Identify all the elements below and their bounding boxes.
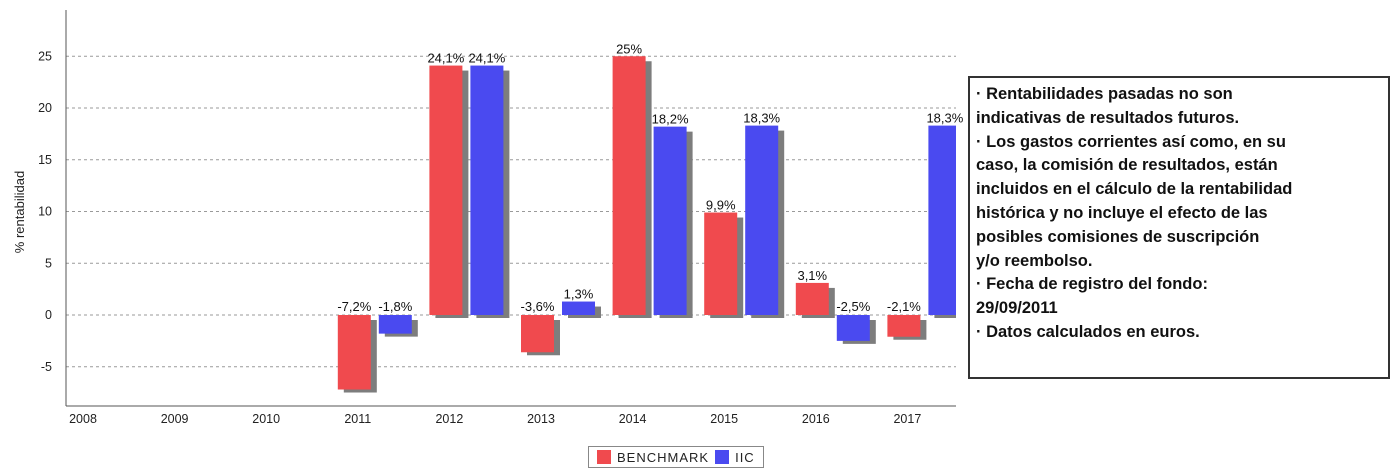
data-labels: -7,2% 24,1% -3,6% 25% 9,9% 3,1% -2,1% -1,8% 24,1… [337,41,963,314]
bar-benchmark-2015 [704,212,738,315]
data-label: 3,1% [797,268,827,283]
bar-iic-2013 [562,301,595,315]
data-label: 1,3% [564,287,594,302]
y-tick-label: 20 [38,101,52,115]
chart-legend: BENCHMARK IIC [588,446,764,468]
bar-benchmark-2011 [337,315,371,390]
data-label: -3,6% [521,299,555,314]
x-tick-label: 2012 [435,412,463,426]
axes: -5 0 5 10 15 20 25 2008 2009 2010 2011 2012 2013 2014… [38,10,956,426]
note-line: · Rentabilidades pasadas no son [976,85,1233,103]
data-label: -1,8% [378,299,412,314]
y-tick-label: -5 [41,360,52,374]
bar-benchmark-2016 [795,282,829,315]
note-line: · Los gastos corrientes así como, en su [976,132,1286,151]
note-line: · Fecha de registro del fondo: [976,275,1208,294]
bar-iic-2015 [745,125,779,315]
note-line: indicativas de resultados futuros. [976,108,1240,127]
note-line: histórica y no incluye el efecto de las [976,203,1268,222]
x-tick-label: 2009 [161,412,189,426]
legend-swatch [715,450,730,464]
data-label: 25% [616,41,642,56]
note-line: posibles comisiones de suscripción [976,227,1260,246]
bar-iic-2014 [653,126,687,315]
bar-iic-2011 [378,315,412,334]
bar-iic-2012 [470,65,504,315]
disclaimer-notes: · Rentabilidades pasadas no son indicati… [968,76,1390,379]
bars [337,56,956,393]
y-tick-label: 25 [38,49,52,63]
legend-swatch [597,450,611,464]
note-line: caso, la comisión de resultados, están [976,156,1278,175]
y-tick-label: 0 [45,308,52,322]
y-axis-label: % rentabilidad [12,171,27,253]
data-label: -2,5% [836,299,870,314]
data-label: 18,3% [743,111,780,126]
bar-benchmark-2013 [521,315,554,353]
note-line: · Datos calculados en euros. [976,322,1200,341]
data-label: 18,2% [652,112,689,127]
bar-benchmark-2012 [429,65,463,315]
x-tick-label: 2014 [619,412,647,426]
data-label: 24,1% [427,51,464,66]
grid-lines [66,55,956,368]
x-tick-label: 2017 [893,412,921,426]
bar-benchmark-2017 [887,315,921,337]
y-tick-label: 10 [38,205,52,219]
data-label: -2,1% [887,299,921,314]
x-tick-label: 2008 [69,412,97,426]
note-line: incluidos en el cálculo de la rentabilid… [976,180,1293,199]
y-tick-label: 15 [38,153,52,167]
note-line: y/o reembolso. [976,251,1093,270]
x-tick-label: 2016 [802,412,830,426]
bar-iic-2016 [836,315,870,341]
x-tick-label: 2011 [344,412,371,426]
legend-label: BENCHMARK [617,449,710,465]
x-tick-label: 2010 [252,412,280,426]
data-label: -7,2% [337,299,371,314]
legend-label: IIC [735,449,755,465]
data-label: 9,9% [706,198,736,213]
x-tick-label: 2015 [710,412,738,426]
x-tick-label: 2013 [527,412,555,426]
bar-benchmark-2014 [612,56,646,315]
data-label: 18,3% [926,111,963,126]
y-tick-label: 5 [45,256,52,270]
data-label: 24,1% [468,51,505,66]
note-line: 29/09/2011 [976,299,1058,318]
bar-iic-2017 [928,125,956,315]
